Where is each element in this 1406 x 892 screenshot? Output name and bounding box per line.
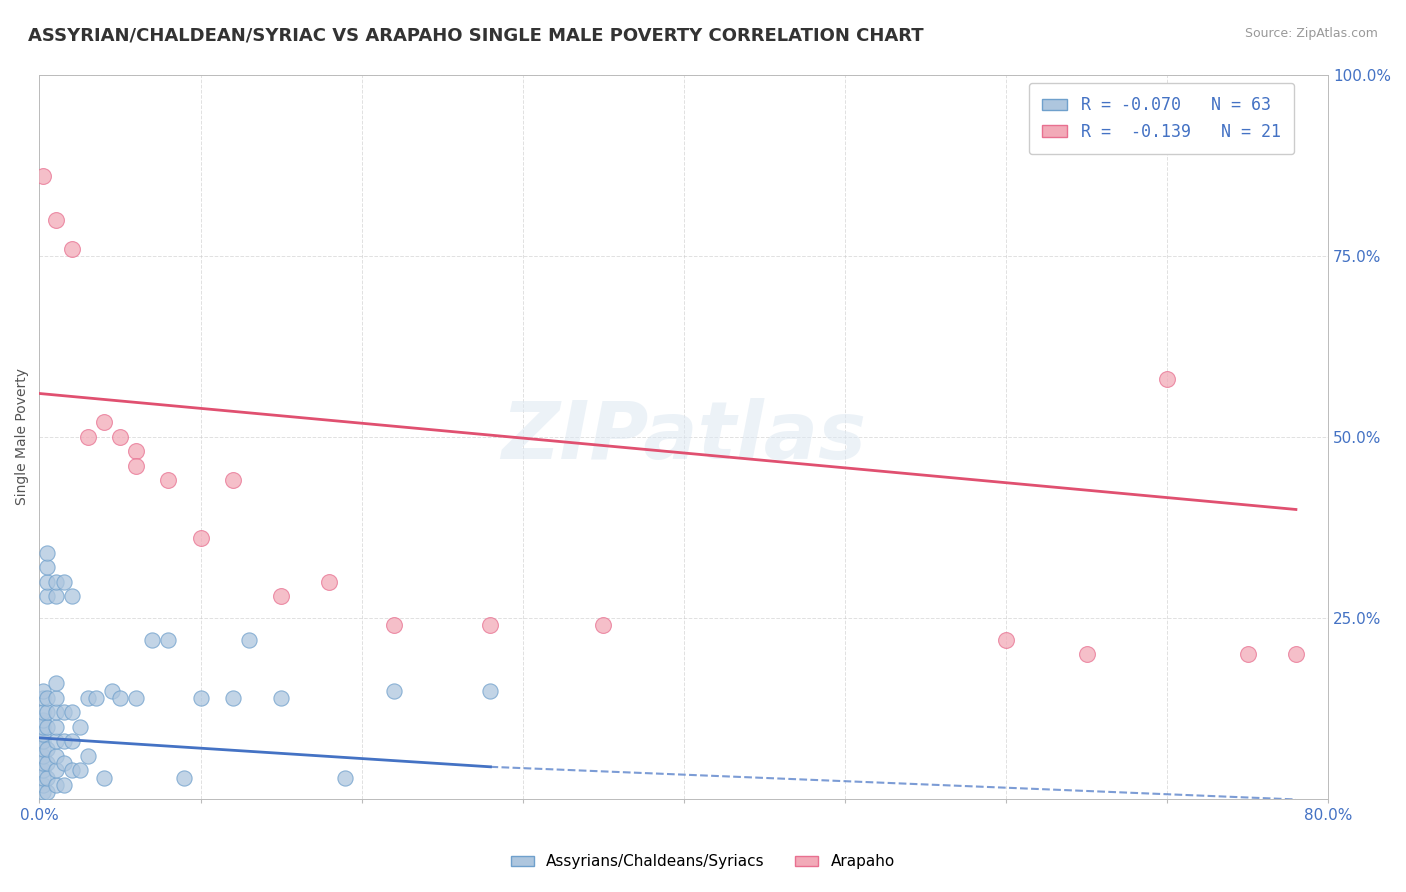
Point [44,706,66,720]
Text: Source: ZipAtlas.com: Source: ZipAtlas.com [1244,27,1378,40]
Point [479,683,502,698]
Point [93,416,115,430]
Point [141,632,163,647]
Point [1076,648,1098,662]
Point [60,706,83,720]
Point [93,771,115,785]
Point [31,748,53,763]
Point [44,720,66,734]
Point [76,748,98,763]
Point [479,618,502,632]
Point [44,676,66,690]
Point [238,632,260,647]
Point [101,683,124,698]
Text: ASSYRIAN/CHALDEAN/SYRIAC VS ARAPAHO SINGLE MALE POVERTY CORRELATION CHART: ASSYRIAN/CHALDEAN/SYRIAC VS ARAPAHO SING… [28,27,924,45]
Point [31,741,53,756]
Point [31,713,53,727]
Point [157,474,180,488]
Point [69,764,91,778]
Point [52,734,75,748]
Point [76,690,98,705]
Point [84,690,107,705]
Point [60,734,83,748]
Point [31,764,53,778]
Point [31,690,53,705]
Legend: Assyrians/Chaldeans/Syriacs, Arapaho: Assyrians/Chaldeans/Syriacs, Arapaho [505,848,901,875]
Point [222,474,245,488]
Point [31,785,53,799]
Point [52,706,75,720]
Point [382,683,405,698]
Point [44,574,66,589]
Point [37,706,59,720]
Point [37,741,59,756]
Point [335,771,357,785]
Point [270,690,292,705]
Point [44,734,66,748]
Point [31,683,53,698]
Point [37,590,59,604]
Point [44,590,66,604]
Point [190,532,212,546]
Point [44,748,66,763]
Point [318,574,340,589]
Point [37,756,59,771]
Point [37,546,59,560]
Point [31,734,53,748]
Point [125,458,148,473]
Point [52,778,75,792]
Point [108,690,131,705]
Text: ZIPatlas: ZIPatlas [502,398,866,476]
Point [31,706,53,720]
Point [60,590,83,604]
Point [382,618,405,632]
Point [157,632,180,647]
Legend: R = -0.070   N = 63, R =  -0.139   N = 21: R = -0.070 N = 63, R = -0.139 N = 21 [1029,83,1294,153]
Point [60,242,83,256]
Point [44,212,66,227]
Point [44,690,66,705]
Point [37,771,59,785]
Point [1285,648,1308,662]
Point [31,756,53,771]
Point [37,785,59,799]
Point [994,632,1017,647]
Point [1156,372,1178,386]
Point [76,430,98,444]
Point [125,690,148,705]
Point [190,690,212,705]
Point [60,764,83,778]
Point [31,720,53,734]
Point [31,778,53,792]
Point [31,727,53,741]
Point [108,430,131,444]
Point [31,771,53,785]
Point [69,720,91,734]
Point [222,690,245,705]
Point [37,690,59,705]
Point [37,560,59,574]
Point [44,764,66,778]
Y-axis label: Single Male Poverty: Single Male Poverty [15,368,30,506]
Point [31,169,53,183]
Point [52,574,75,589]
Point [52,756,75,771]
Point [592,618,614,632]
Point [125,444,148,458]
Point [37,574,59,589]
Point [44,778,66,792]
Point [37,720,59,734]
Point [173,771,195,785]
Point [1236,648,1258,662]
Point [270,590,292,604]
